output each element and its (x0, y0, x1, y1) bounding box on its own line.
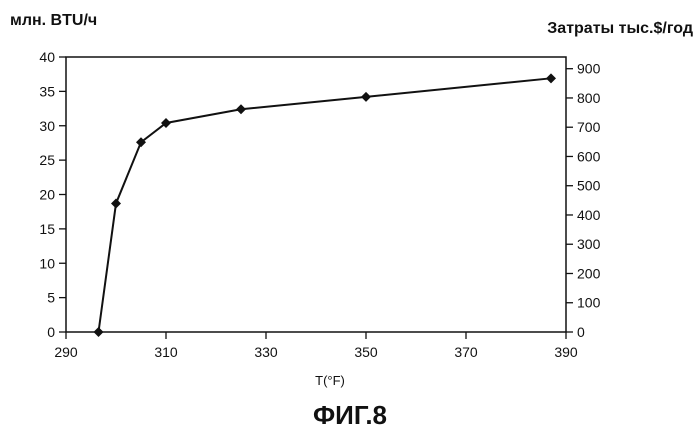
x-tick-label: 290 (54, 344, 78, 360)
data-point-marker (546, 73, 556, 83)
y-right-tick-label: 900 (577, 61, 601, 77)
x-tick-label: 310 (154, 344, 178, 360)
series-group (94, 73, 557, 337)
x-axis-title: T(°F) (300, 373, 360, 388)
y-right-tick-label: 300 (577, 236, 601, 252)
x-tick-label: 390 (554, 344, 578, 360)
y-left-tick-label: 20 (39, 187, 55, 203)
y-left-tick-label: 15 (39, 221, 55, 237)
y-right-tick-label: 800 (577, 90, 601, 106)
y-left-tick-label: 5 (47, 290, 55, 306)
y-right-tick-label: 600 (577, 148, 601, 164)
x-tick-label: 370 (454, 344, 478, 360)
series-line (99, 78, 552, 332)
y-right-tick-label: 0 (577, 324, 585, 340)
y-left-tick-label: 10 (39, 255, 55, 271)
y-left-tick-label: 30 (39, 118, 55, 134)
data-point-marker (94, 327, 104, 337)
axes-group (66, 57, 566, 332)
plot-frame (66, 57, 566, 332)
y-left-tick-label: 25 (39, 152, 55, 168)
data-point-marker (361, 92, 371, 102)
y-right-tick-label: 500 (577, 178, 601, 194)
data-point-marker (111, 198, 121, 208)
data-point-marker (236, 104, 246, 114)
y-right-tick-label: 100 (577, 295, 601, 311)
x-tick-label: 350 (354, 344, 378, 360)
figure-caption: ФИГ.8 (250, 400, 450, 431)
y-right-tick-label: 200 (577, 265, 601, 281)
y-right-tick-label: 400 (577, 207, 601, 223)
x-tick-label: 330 (254, 344, 278, 360)
y-left-tick-label: 40 (39, 49, 55, 65)
ticks-group: 2903103303503703900510152025303540010020… (39, 49, 600, 360)
y-right-tick-label: 700 (577, 119, 601, 135)
y-left-tick-label: 0 (47, 324, 55, 340)
y-left-tick-label: 35 (39, 83, 55, 99)
